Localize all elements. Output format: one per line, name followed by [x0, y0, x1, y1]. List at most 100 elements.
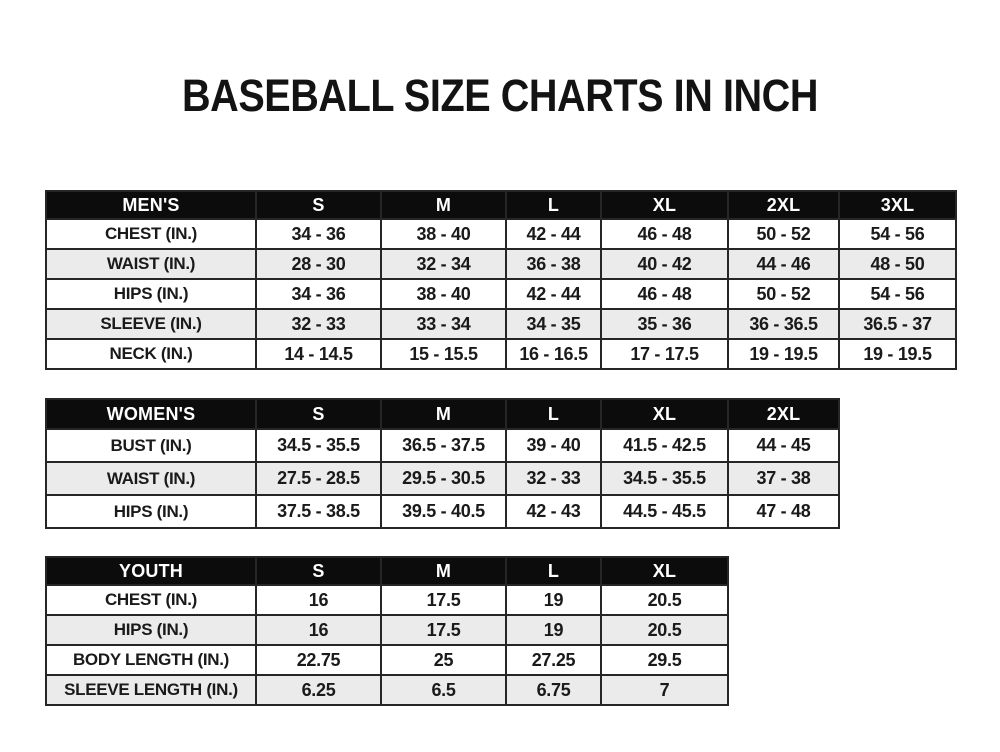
size-header-cell: XL: [600, 398, 729, 430]
size-table-header-row: WOMEN'S S M L XL 2XL: [45, 398, 840, 430]
size-header-cell: L: [505, 556, 602, 586]
size-header-cell: XL: [600, 190, 729, 220]
table-row: CHEST (IN.) 16 17.5 19 20.5: [45, 584, 729, 616]
value-cell: 44.5 - 45.5: [600, 494, 729, 529]
value-cell: 39 - 40: [505, 428, 602, 463]
value-cell: 50 - 52: [727, 278, 840, 310]
size-table-header-row: YOUTH S M L XL: [45, 556, 729, 586]
table-row: HIPS (IN.) 34 - 36 38 - 40 42 - 44 46 - 48 50…: [45, 278, 957, 310]
row-label-cell: WAIST (IN.): [45, 461, 257, 496]
table-title-cell: YOUTH: [45, 556, 257, 586]
value-cell: 38 - 40: [380, 278, 507, 310]
table-row: HIPS (IN.) 16 17.5 19 20.5: [45, 614, 729, 646]
value-cell: 6.25: [255, 674, 382, 706]
page-title: BASEBALL SIZE CHARTS IN INCH: [182, 70, 818, 121]
row-label-cell: HIPS (IN.): [45, 614, 257, 646]
value-cell: 38 - 40: [380, 218, 507, 250]
value-cell: 33 - 34: [380, 308, 507, 340]
value-cell: 7: [600, 674, 729, 706]
value-cell: 36 - 38: [505, 248, 602, 280]
value-cell: 19 - 19.5: [727, 338, 840, 370]
value-cell: 16: [255, 584, 382, 616]
row-label-cell: HIPS (IN.): [45, 278, 257, 310]
size-header-cell: M: [380, 190, 507, 220]
size-header-cell: 3XL: [838, 190, 957, 220]
size-header-cell: M: [380, 398, 507, 430]
value-cell: 29.5: [600, 644, 729, 676]
value-cell: 20.5: [600, 584, 729, 616]
value-cell: 15 - 15.5: [380, 338, 507, 370]
value-cell: 32 - 33: [255, 308, 382, 340]
value-cell: 34 - 36: [255, 218, 382, 250]
size-header-cell: S: [255, 190, 382, 220]
table-row: SLEEVE (IN.) 32 - 33 33 - 34 34 - 35 35 - 36…: [45, 308, 957, 340]
value-cell: 46 - 48: [600, 218, 729, 250]
size-header-cell: L: [505, 190, 602, 220]
value-cell: 29.5 - 30.5: [380, 461, 507, 496]
value-cell: 36 - 36.5: [727, 308, 840, 340]
value-cell: 16: [255, 614, 382, 646]
row-label-cell: SLEEVE (IN.): [45, 308, 257, 340]
mens-size-table: MEN'S S M L XL 2XL 3XL CHEST (IN.) 34 - 36 38 - 4…: [45, 190, 957, 370]
value-cell: 41.5 - 42.5: [600, 428, 729, 463]
womens-size-table: WOMEN'S S M L XL 2XL BUST (IN.) 34.5 - 35.5 36.5…: [45, 398, 840, 529]
value-cell: 37 - 38: [727, 461, 840, 496]
table-row: NECK (IN.) 14 - 14.5 15 - 15.5 16 - 16.5 17 …: [45, 338, 957, 370]
table-title-cell: WOMEN'S: [45, 398, 257, 430]
value-cell: 19 - 19.5: [838, 338, 957, 370]
row-label-cell: WAIST (IN.): [45, 248, 257, 280]
value-cell: 22.75: [255, 644, 382, 676]
value-cell: 32 - 34: [380, 248, 507, 280]
value-cell: 6.5: [380, 674, 507, 706]
value-cell: 28 - 30: [255, 248, 382, 280]
value-cell: 16 - 16.5: [505, 338, 602, 370]
value-cell: 36.5 - 37.5: [380, 428, 507, 463]
table-title-cell: MEN'S: [45, 190, 257, 220]
value-cell: 44 - 45: [727, 428, 840, 463]
table-row: CHEST (IN.) 34 - 36 38 - 40 42 - 44 46 - 48 5…: [45, 218, 957, 250]
row-label-cell: CHEST (IN.): [45, 218, 257, 250]
value-cell: 17 - 17.5: [600, 338, 729, 370]
value-cell: 34.5 - 35.5: [255, 428, 382, 463]
row-label-cell: BUST (IN.): [45, 428, 257, 463]
table-row: WAIST (IN.) 28 - 30 32 - 34 36 - 38 40 - 42 4…: [45, 248, 957, 280]
row-label-cell: CHEST (IN.): [45, 584, 257, 616]
value-cell: 54 - 56: [838, 278, 957, 310]
value-cell: 36.5 - 37: [838, 308, 957, 340]
value-cell: 27.25: [505, 644, 602, 676]
value-cell: 34 - 36: [255, 278, 382, 310]
value-cell: 32 - 33: [505, 461, 602, 496]
value-cell: 25: [380, 644, 507, 676]
table-row: BUST (IN.) 34.5 - 35.5 36.5 - 37.5 39 - 40 4…: [45, 428, 840, 463]
value-cell: 27.5 - 28.5: [255, 461, 382, 496]
size-header-cell: S: [255, 556, 382, 586]
value-cell: 42 - 44: [505, 218, 602, 250]
value-cell: 34 - 35: [505, 308, 602, 340]
size-header-cell: S: [255, 398, 382, 430]
table-row: HIPS (IN.) 37.5 - 38.5 39.5 - 40.5 42 - 43 4…: [45, 494, 840, 529]
value-cell: 19: [505, 614, 602, 646]
value-cell: 19: [505, 584, 602, 616]
table-row: BODY LENGTH (IN.) 22.75 25 27.25 29.5: [45, 644, 729, 676]
value-cell: 47 - 48: [727, 494, 840, 529]
value-cell: 17.5: [380, 614, 507, 646]
size-header-cell: M: [380, 556, 507, 586]
value-cell: 42 - 44: [505, 278, 602, 310]
value-cell: 46 - 48: [600, 278, 729, 310]
row-label-cell: SLEEVE LENGTH (IN.): [45, 674, 257, 706]
size-header-cell: 2XL: [727, 398, 840, 430]
value-cell: 20.5: [600, 614, 729, 646]
value-cell: 39.5 - 40.5: [380, 494, 507, 529]
youth-size-table: YOUTH S M L XL CHEST (IN.) 16 17.5 19 20.5 HIPS (I…: [45, 556, 729, 706]
size-header-cell: 2XL: [727, 190, 840, 220]
value-cell: 42 - 43: [505, 494, 602, 529]
value-cell: 50 - 52: [727, 218, 840, 250]
table-row: WAIST (IN.) 27.5 - 28.5 29.5 - 30.5 32 - 33…: [45, 461, 840, 496]
value-cell: 35 - 36: [600, 308, 729, 340]
value-cell: 37.5 - 38.5: [255, 494, 382, 529]
size-header-cell: XL: [600, 556, 729, 586]
row-label-cell: BODY LENGTH (IN.): [45, 644, 257, 676]
value-cell: 34.5 - 35.5: [600, 461, 729, 496]
table-row: SLEEVE LENGTH (IN.) 6.25 6.5 6.75 7: [45, 674, 729, 706]
